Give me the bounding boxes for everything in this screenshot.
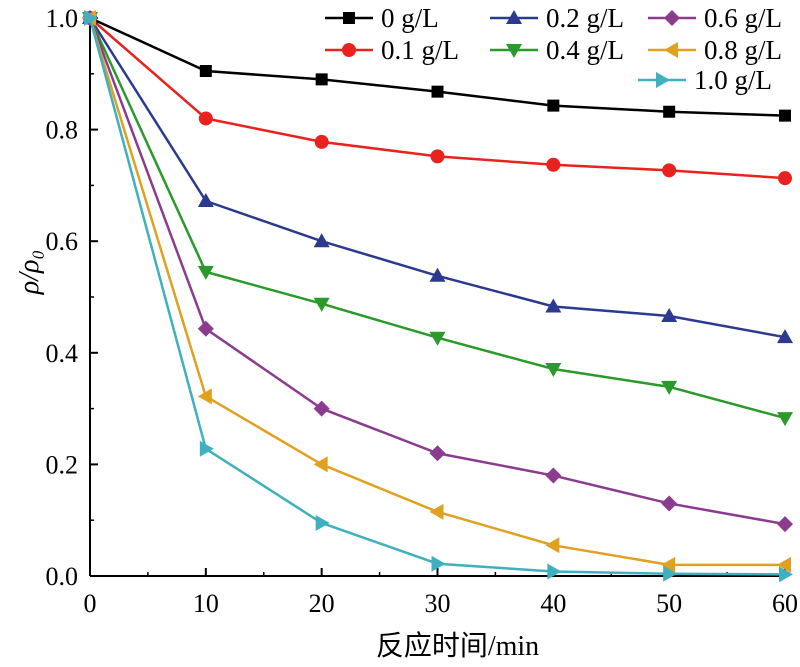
data-point	[314, 134, 329, 149]
x-tick-label: 60	[772, 589, 798, 618]
data-point	[663, 565, 678, 582]
axes: 0 10 20 30 40 50 60 0.0 0.2 0.4 0.6 0.8 1.0	[46, 4, 799, 618]
legend-item: 1.0 g/L	[638, 65, 772, 95]
data-point	[777, 329, 793, 344]
data-point	[313, 400, 330, 417]
data-point	[197, 193, 214, 208]
data-point	[429, 445, 446, 462]
legend-marker	[342, 43, 356, 57]
legend-marker	[506, 44, 522, 58]
y-tick-label: 0.0	[46, 562, 79, 591]
data-point	[197, 388, 212, 405]
x-tick-label: 50	[656, 589, 682, 618]
data-point	[545, 467, 562, 484]
data-point	[315, 73, 328, 86]
data-point	[545, 537, 560, 554]
data-point	[777, 556, 791, 573]
data-point	[545, 298, 562, 313]
y-tick-label: 0.6	[46, 227, 79, 256]
data-point	[313, 233, 330, 248]
data-point	[661, 380, 678, 395]
data-point	[199, 440, 214, 457]
x-tick-label: 10	[193, 589, 219, 618]
data-point	[546, 157, 561, 172]
legend-label: 0.6 g/L	[704, 3, 782, 33]
data-point	[315, 514, 330, 531]
data-point	[545, 362, 562, 377]
data-point	[661, 307, 678, 322]
data-point	[429, 503, 444, 520]
data-point	[662, 163, 677, 178]
data-point	[429, 267, 446, 282]
data-point	[779, 109, 791, 122]
x-axis-title: 反应时间/min	[376, 630, 539, 662]
legend-item: 0.4 g/L	[490, 35, 624, 65]
y-axis-title: ρ/ρ₀	[14, 250, 45, 295]
legend-marker	[506, 10, 522, 24]
series-2	[82, 10, 793, 344]
data-point	[431, 555, 446, 572]
y-tick-label: 1.0	[46, 4, 79, 33]
data-point	[197, 265, 214, 280]
data-point	[429, 331, 446, 346]
series-3	[82, 12, 793, 427]
legend-label: 0 g/L	[381, 3, 439, 33]
data-point	[313, 297, 330, 312]
data-point	[661, 495, 678, 512]
data-point	[313, 456, 328, 473]
data-point	[663, 105, 676, 118]
x-tick-label: 40	[540, 589, 566, 618]
legend-label: 0.8 g/L	[704, 35, 782, 65]
data-point	[84, 10, 98, 26]
x-tick-label: 0	[84, 589, 97, 618]
legend-marker	[664, 42, 678, 58]
data-point	[779, 566, 793, 583]
x-tick-label: 30	[425, 589, 451, 618]
legend-label: 0.1 g/L	[381, 35, 459, 65]
data-point	[430, 149, 445, 164]
data-point	[547, 563, 562, 580]
x-tick-label: 20	[309, 589, 335, 618]
series-5	[82, 10, 791, 573]
legend-item: 0.6 g/L	[648, 3, 782, 33]
data-point	[198, 111, 213, 126]
series-0	[84, 12, 791, 122]
data-point	[777, 516, 793, 533]
data-point	[431, 85, 444, 98]
y-tick-label: 0.8	[46, 116, 79, 145]
y-tick-label: 0.4	[46, 339, 79, 368]
data-point	[777, 412, 793, 427]
data-point	[197, 320, 214, 337]
legend-label: 0.2 g/L	[546, 3, 624, 33]
legend-item: 0.1 g/L	[325, 35, 459, 65]
series-line	[88, 17, 785, 567]
legend-item: 0.2 g/L	[490, 3, 624, 33]
data-point	[778, 171, 792, 186]
legend-label: 0.4 g/L	[546, 35, 624, 65]
data-point	[661, 556, 676, 573]
data-point	[199, 65, 212, 78]
legend-marker	[664, 10, 680, 26]
data-point	[547, 99, 560, 112]
legend: 0 g/L0.1 g/L 0.2 g/L0.4 g/L 0.6 g/L0.8 g/L…	[325, 3, 782, 95]
legend-item: 0 g/L	[325, 3, 439, 33]
legend-marker	[343, 12, 355, 24]
series-6	[84, 10, 793, 583]
series-layer	[82, 10, 793, 583]
y-tick-label: 0.2	[46, 450, 79, 479]
legend-marker	[656, 72, 670, 88]
legend-item: 0.8 g/L	[648, 35, 782, 65]
legend-label: 1.0 g/L	[694, 65, 772, 95]
